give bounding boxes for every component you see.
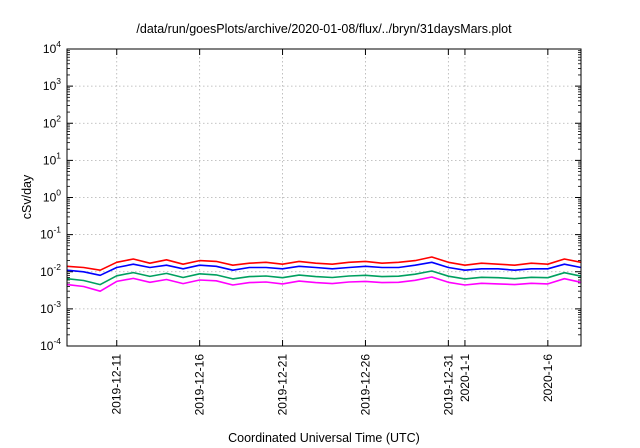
y-tick-label: 101 xyxy=(43,150,61,167)
x-tick-label: 2019-12-21 xyxy=(276,354,290,416)
x-tick-label: 2019-12-11 xyxy=(110,354,124,415)
y-tick-label: 102 xyxy=(43,113,61,130)
y-tick-label: 104 xyxy=(43,39,61,56)
series-line xyxy=(66,256,582,272)
x-tick-label: 2020-1-1 xyxy=(458,354,472,402)
grid-lines xyxy=(67,49,581,346)
y-tick-label: 100 xyxy=(43,188,61,205)
y-axis-label: cSv/day xyxy=(20,174,34,219)
series-line xyxy=(66,270,582,286)
x-tick-label: 2019-12-16 xyxy=(193,354,207,416)
plot-frame xyxy=(66,48,582,347)
series-lines xyxy=(66,256,582,293)
y-tick-label: 10-3 xyxy=(40,299,61,316)
series-line xyxy=(66,261,582,277)
y-tick-label: 10-4 xyxy=(40,336,61,353)
chart-title: /data/run/goesPlots/archive/2020-01-08/f… xyxy=(136,22,512,36)
x-axis-label: Coordinated Universal Time (UTC) xyxy=(228,431,420,445)
y-tick-label: 103 xyxy=(43,76,61,93)
y-tick-label: 10-1 xyxy=(40,225,61,242)
x-axis: 2019-12-11 2019-12-16 2019-12-21 2019-12-26… xyxy=(110,49,555,415)
x-tick-label: 2019-12-26 xyxy=(358,354,372,416)
y-axis: 10-4 10-3 10-2 10-1 100 101 102 103 104 xyxy=(40,39,581,353)
y-tick-label: 10-2 xyxy=(40,262,61,279)
x-tick-label: 2020-1-6 xyxy=(541,354,555,402)
x-tick-label: 2019-12-31 xyxy=(441,354,455,416)
series-line xyxy=(66,276,582,293)
